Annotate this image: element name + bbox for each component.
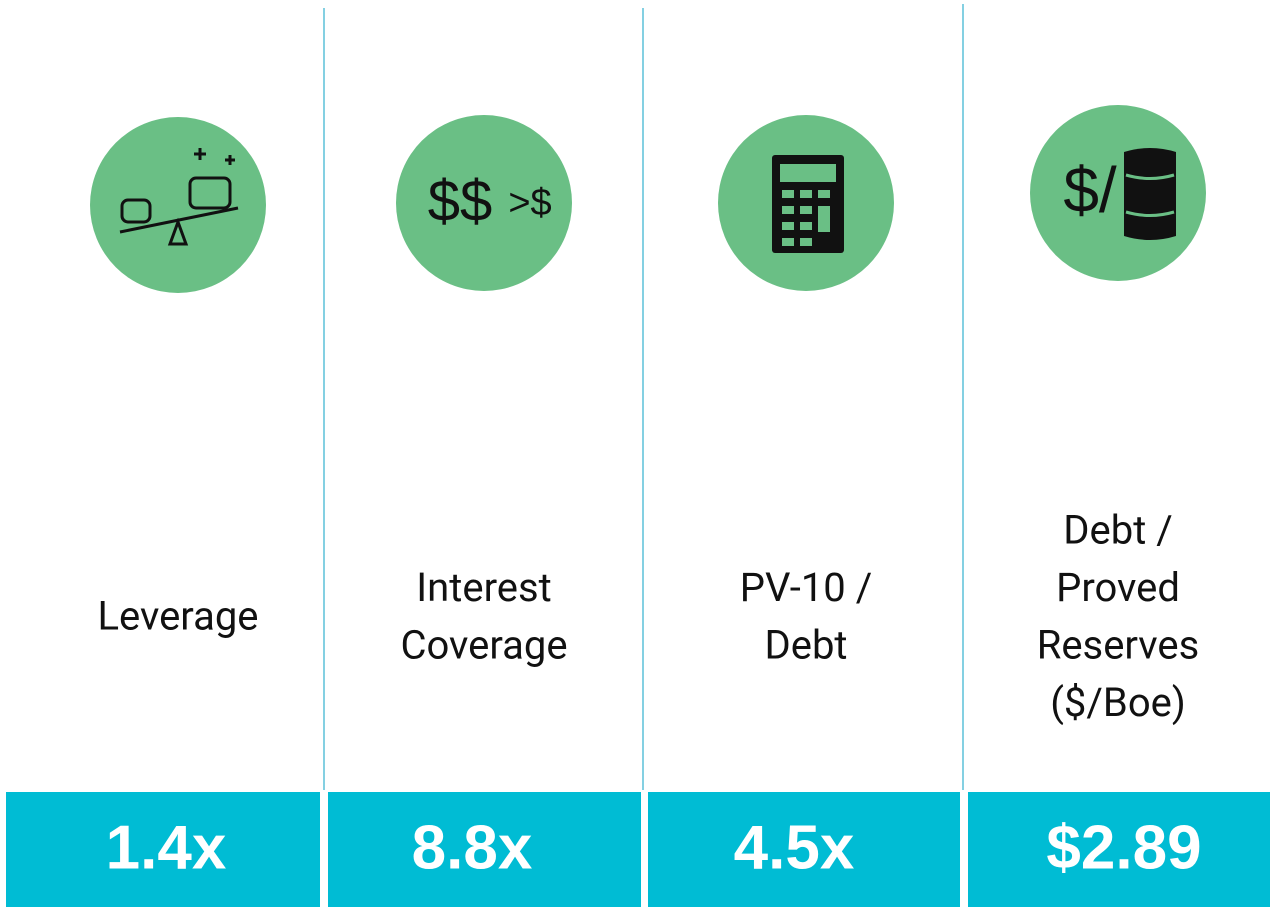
metric-label: Interest [416, 564, 551, 611]
dividers [323, 4, 964, 790]
metric-value: $2.89 [1046, 813, 1201, 882]
metric-label: Debt / [1063, 506, 1172, 553]
metric-label: Coverage [400, 621, 567, 668]
metric-value: 8.8x [412, 813, 533, 882]
icon-text: $/ [1063, 154, 1117, 226]
icon-text: $$ [428, 168, 493, 233]
metric-value: 4.5x [734, 813, 855, 882]
metric-label: Debt [764, 621, 847, 668]
metric-label: ($/Boe) [1050, 679, 1186, 726]
calculator-icon [772, 155, 844, 253]
metric-label: Reserves [1037, 621, 1200, 668]
balance-icon [119, 148, 239, 246]
metric-label: Leverage [97, 593, 258, 640]
value-bar [968, 792, 1270, 907]
value-bars [6, 792, 1270, 907]
barrel-icon [1124, 148, 1176, 240]
icon-circle [1030, 105, 1206, 281]
metric-value: 1.4x [106, 813, 227, 882]
icon-text: >$ [508, 182, 551, 224]
value-bar [6, 792, 320, 907]
texts: Leverage 1.4x $$ >$ Interest Coverage 8.8x PV-1… [97, 154, 1201, 882]
metric-label: Proved [1056, 564, 1180, 611]
metric-label: PV-10 / [740, 564, 872, 611]
icon-circles [90, 105, 1206, 293]
value-bar [328, 792, 641, 907]
value-bar [648, 792, 960, 907]
icon-circle [396, 115, 572, 291]
icon-circle [90, 117, 266, 293]
